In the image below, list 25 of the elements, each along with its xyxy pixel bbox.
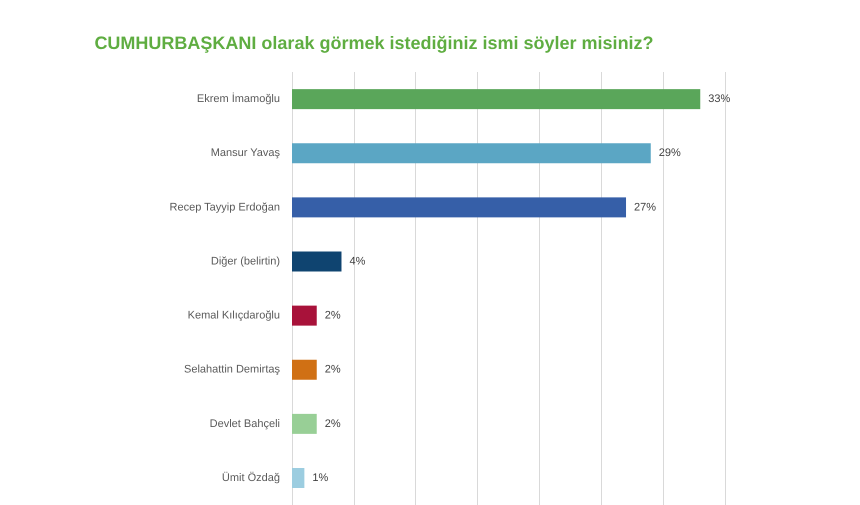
bar: [292, 414, 317, 434]
y-tick-label: Mansur Yavaş: [210, 147, 280, 160]
data-label: 1%: [312, 472, 328, 484]
y-tick-label: Selahattin Demirtaş: [184, 364, 280, 376]
data-label: 2%: [324, 418, 341, 430]
bar: [292, 306, 317, 326]
data-label: 33%: [708, 93, 730, 106]
bar: [292, 468, 304, 488]
y-tick-label: Diğer (belirtin): [210, 255, 280, 268]
y-tick-label: Kemal Kılıçdaroğlu: [188, 310, 280, 322]
data-label: 4%: [349, 255, 366, 268]
y-tick-label: Ümit Özdağ: [222, 470, 280, 484]
bar: [292, 251, 342, 272]
data-label: 2%: [324, 364, 341, 376]
y-tick-label: Recep Tayyip Erdoğan: [170, 201, 280, 214]
bar: [292, 197, 626, 218]
y-tick-label: Devlet Bahçeli: [210, 418, 280, 430]
bar: [292, 143, 651, 164]
chart-title: CUMHURBAŞKANI olarak görmek istediğiniz ismi söyler misiniz?: [94, 33, 654, 53]
data-label: 29%: [658, 147, 682, 160]
data-label: 2%: [324, 310, 341, 322]
data-label: 27%: [634, 201, 656, 214]
y-tick-label: Ekrem İmamoğlu: [196, 92, 280, 106]
bar: [292, 360, 317, 380]
bar: [292, 89, 700, 110]
